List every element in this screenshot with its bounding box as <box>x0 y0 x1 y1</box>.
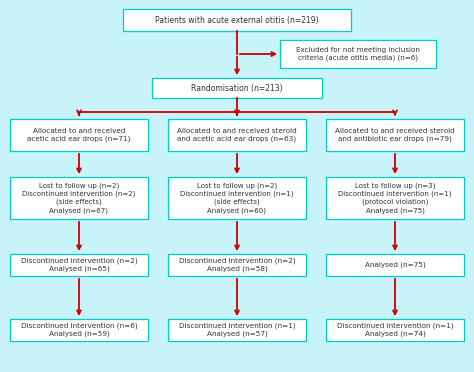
FancyBboxPatch shape <box>326 319 464 341</box>
FancyBboxPatch shape <box>10 177 148 219</box>
Text: Discontinued intervention (n=2)
Analysed (n=58): Discontinued intervention (n=2) Analysed… <box>179 258 295 272</box>
FancyBboxPatch shape <box>10 319 148 341</box>
FancyBboxPatch shape <box>326 177 464 219</box>
FancyBboxPatch shape <box>168 319 306 341</box>
Text: Allocated to and received steroid
and acetic acid ear drops (n=63): Allocated to and received steroid and ac… <box>177 128 297 142</box>
FancyBboxPatch shape <box>168 119 306 151</box>
FancyBboxPatch shape <box>10 254 148 276</box>
FancyBboxPatch shape <box>10 119 148 151</box>
Text: Lost to follow up (n=2)
Discontinued intervention (n=1)
(side effects)
Analysed : Lost to follow up (n=2) Discontinued int… <box>180 182 294 214</box>
Text: Discontinued intervention (n=6)
Analysed (n=59): Discontinued intervention (n=6) Analysed… <box>21 323 137 337</box>
FancyBboxPatch shape <box>152 78 322 98</box>
FancyBboxPatch shape <box>168 254 306 276</box>
Text: Discontinued intervention (n=2)
Analysed (n=65): Discontinued intervention (n=2) Analysed… <box>21 258 137 272</box>
FancyBboxPatch shape <box>326 254 464 276</box>
FancyBboxPatch shape <box>280 40 436 68</box>
Text: Discontinued intervention (n=1)
Analysed (n=74): Discontinued intervention (n=1) Analysed… <box>337 323 453 337</box>
FancyBboxPatch shape <box>168 177 306 219</box>
Text: Analysed (n=75): Analysed (n=75) <box>365 262 425 268</box>
Text: Lost to follow up (n=3)
Discontinued intervention (n=1)
(protocol violation)
Ana: Lost to follow up (n=3) Discontinued int… <box>338 182 452 214</box>
Text: Allocated to and received
acetic acid ear drops (n=71): Allocated to and received acetic acid ea… <box>27 128 131 142</box>
Text: Excluded for not meeting inclusion
criteria (acute otitis media) (n=6): Excluded for not meeting inclusion crite… <box>296 47 420 61</box>
Text: Patients with acute external otitis (n=219): Patients with acute external otitis (n=2… <box>155 16 319 25</box>
Text: Allocated to and received steroid
and antibiotic ear drops (n=79): Allocated to and received steroid and an… <box>335 128 455 142</box>
Text: Lost to follow up (n=2)
Discontinued intervention (n=2)
(side effects)
Analysed : Lost to follow up (n=2) Discontinued int… <box>22 182 136 214</box>
FancyBboxPatch shape <box>123 9 351 31</box>
FancyBboxPatch shape <box>326 119 464 151</box>
Text: Discontinued intervention (n=1)
Analysed (n=57): Discontinued intervention (n=1) Analysed… <box>179 323 295 337</box>
Text: Randomisation (n=213): Randomisation (n=213) <box>191 83 283 93</box>
